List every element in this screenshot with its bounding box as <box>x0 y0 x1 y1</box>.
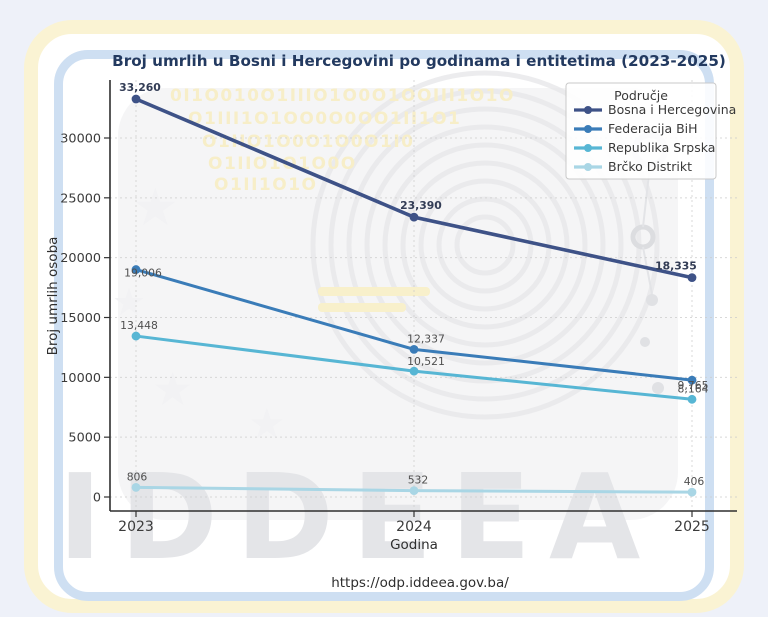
value-label: 10,521 <box>407 355 445 368</box>
legend-marker-dot <box>584 144 592 152</box>
legend-marker-dot <box>584 125 592 133</box>
value-label: 532 <box>408 474 429 487</box>
x-tick-label: 2024 <box>396 519 432 535</box>
binary-row: O1III1O1OO0O0OO1II1O1 <box>188 109 461 129</box>
chart-title: Broj umrlih u Bosni i Hercegovini po god… <box>112 52 726 70</box>
legend-marker-dot <box>584 163 592 171</box>
data-point <box>131 331 141 341</box>
binary-row: O1IIO1O1O0O <box>208 154 357 174</box>
y-tick-label: 10000 <box>60 371 101 386</box>
data-point <box>687 375 697 385</box>
legend-item-label: Brčko Distrikt <box>608 159 692 174</box>
legend-marker-dot <box>584 106 592 114</box>
data-point <box>131 94 141 104</box>
data-point <box>687 273 697 282</box>
binary-row: 0I1O010O1IIIO1O0O1OOIII1O1O <box>170 86 515 106</box>
fingerprint-icon <box>310 70 660 420</box>
y-tick-label: 15000 <box>60 311 101 326</box>
star-icons: ★ ★ ★ ★ <box>112 178 286 448</box>
star-icon: ★ <box>132 178 179 238</box>
source-url: https://odp.iddeea.gov.ba/ <box>331 575 509 591</box>
data-point <box>409 366 419 376</box>
value-label: 8,164 <box>678 382 709 395</box>
value-label: 18,335 <box>655 260 697 273</box>
legend-box <box>565 82 717 180</box>
y-tick-label: 5000 <box>68 431 101 446</box>
x-tick-label: 2025 <box>674 519 710 535</box>
value-label: 12,337 <box>407 332 445 345</box>
circuit-watermark <box>318 132 668 394</box>
data-point <box>687 487 697 497</box>
idcard-watermark: ★ ★ ★ ★ 0I1O010O1IIIO1O0O1OOIII1O1O O1II… <box>58 70 678 586</box>
data-point <box>687 394 697 404</box>
value-label: 33,260 <box>119 81 161 94</box>
iddeea-watermark-text: IDDEEA <box>58 448 658 586</box>
y-tick-label: 30000 <box>60 132 101 147</box>
data-point <box>131 265 141 274</box>
star-icon: ★ <box>112 280 146 324</box>
data-point <box>409 212 419 222</box>
y-tick-label: 20000 <box>60 251 101 266</box>
legend-item-label: Republika Srpska <box>608 140 715 155</box>
value-label: 13,448 <box>120 319 158 332</box>
value-label: 19,006 <box>124 267 162 280</box>
value-label: 9,765 <box>678 379 709 392</box>
legend-items: Bosna i Hercegovina Federacija BiH Republi… <box>574 102 736 174</box>
legend-item-label: Bosna i Hercegovina <box>608 102 736 117</box>
legend: Područje Bosna i Hercegovina Federacija B… <box>565 82 736 180</box>
data-point <box>131 482 141 492</box>
plot-area: 0 5000 10000 15000 20000 25000 30000 2023 2024 20… <box>60 80 737 535</box>
x-axis-label: Godina <box>390 537 438 553</box>
binary-row: O1IIO1O0O1O0O1I0 <box>202 132 415 152</box>
legend-title: Područje <box>614 88 668 103</box>
binary-row: O1II1O1O <box>214 175 318 195</box>
legend-item-label: Federacija BiH <box>608 121 698 136</box>
data-point <box>409 486 419 496</box>
data-point <box>409 344 419 354</box>
value-label: 806 <box>127 470 148 483</box>
y-axis-label: Broj umrlih osoba <box>45 237 61 356</box>
value-label: 23,390 <box>400 199 442 212</box>
y-tick-label: 25000 <box>60 191 101 206</box>
star-icon: ★ <box>152 362 193 416</box>
y-tick-label: 0 <box>93 491 101 506</box>
star-icon: ★ <box>248 399 286 448</box>
x-tick-label: 2023 <box>118 519 154 535</box>
value-label: 406 <box>684 475 705 488</box>
binary-code-watermark: 0I1O010O1IIIO1O0O1OOIII1O1O O1III1O1OO0O… <box>170 86 515 195</box>
